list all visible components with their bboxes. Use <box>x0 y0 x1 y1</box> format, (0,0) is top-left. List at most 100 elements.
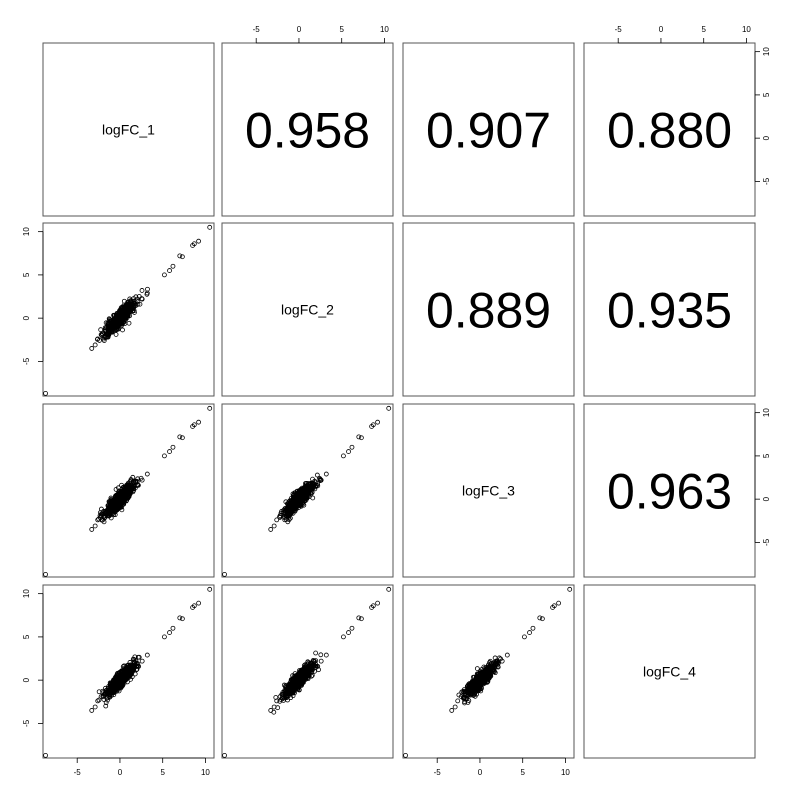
scatter-point <box>386 405 392 411</box>
right-y-axis-0: -5 0 5 10 <box>754 47 771 185</box>
scatter-point <box>288 503 294 509</box>
scatter-point <box>460 695 466 701</box>
panel-frame <box>402 42 575 217</box>
scatter-point <box>306 672 312 678</box>
scatter-point <box>101 697 107 702</box>
scatter-point <box>43 572 48 577</box>
scatter-point <box>190 424 196 429</box>
scatter-point <box>485 675 491 681</box>
top-x-axis-1: -5 0 5 10 <box>253 25 389 44</box>
scatter-point <box>268 527 274 532</box>
scatter-point <box>309 490 315 495</box>
scatter-point <box>452 704 458 710</box>
scatter-point <box>312 486 318 492</box>
scatter-point <box>275 705 281 711</box>
scatter-point <box>92 523 98 529</box>
tick-label: -5 <box>74 768 82 777</box>
scatter-point <box>139 288 145 293</box>
scatter-point <box>313 658 319 664</box>
scatter-point <box>102 333 107 339</box>
scatter-point <box>113 674 119 679</box>
correlation-value: 0.963 <box>607 464 732 520</box>
tick-label: 10 <box>22 589 31 598</box>
scatter-point <box>133 478 139 484</box>
scatter-point <box>282 517 288 523</box>
scatter-point <box>136 654 142 660</box>
scatter-point <box>298 674 304 680</box>
left-y-axis-1: -5 0 5 10 <box>22 227 44 365</box>
scatter-point <box>479 667 485 672</box>
scatter-point <box>110 502 116 508</box>
scatter-point <box>145 286 150 292</box>
panel-3-2 <box>402 584 575 759</box>
scatter-point <box>89 346 95 351</box>
scatter-point <box>527 630 532 635</box>
tick-label: 5 <box>520 768 525 777</box>
scatter-point <box>280 692 286 698</box>
scatter-point <box>103 703 109 709</box>
scatter-point <box>139 296 145 302</box>
scatter-point <box>179 435 185 441</box>
scatter-point <box>167 268 172 273</box>
panel-frame <box>221 403 394 578</box>
scatter-point <box>117 316 123 322</box>
scatter-point <box>102 327 108 333</box>
scatter-point <box>487 667 493 672</box>
scatter-point <box>346 630 351 635</box>
scatter-point <box>304 481 310 486</box>
scatter-point <box>312 659 318 664</box>
scatter-point <box>295 674 300 680</box>
scatter-point <box>110 689 116 695</box>
tick-label: 0 <box>762 496 771 501</box>
scatter-point <box>116 495 122 501</box>
scatter-point <box>170 625 176 631</box>
tick-label: 10 <box>22 227 31 236</box>
scatter-point <box>125 494 131 499</box>
scatter-point <box>313 650 319 656</box>
bottom-x-axis-0: -5 0 5 10 <box>74 757 210 777</box>
scatter-point <box>95 698 101 704</box>
scatter-point <box>462 689 468 695</box>
tick-label: 5 <box>339 25 344 34</box>
scatter-point <box>162 634 167 640</box>
scatter-point <box>162 453 167 459</box>
scatter-point <box>111 690 117 695</box>
scatter-point <box>273 695 279 700</box>
left-y-axis-3: -5 0 5 10 <box>22 589 44 727</box>
scatter-point <box>132 485 138 491</box>
scatter-point <box>207 405 213 411</box>
scatter-point <box>303 663 309 669</box>
scatter-point <box>137 301 143 307</box>
scatter-point <box>349 444 355 450</box>
scatter-point <box>126 320 132 326</box>
scatter-point <box>449 708 455 713</box>
scatter-point <box>103 685 108 691</box>
scatter-point <box>288 689 294 695</box>
scatter-point <box>106 691 112 697</box>
scatter-point <box>119 312 124 317</box>
tick-label: 0 <box>118 768 123 777</box>
scatter-point <box>288 501 294 507</box>
scatter-point <box>179 616 185 622</box>
scatter-point <box>111 512 117 518</box>
variable-label: logFC_4 <box>643 664 696 680</box>
scatter-point <box>129 674 135 680</box>
scatter-point <box>177 434 183 440</box>
scatter-point <box>316 667 321 673</box>
scatter-point <box>128 663 134 669</box>
scatter-point <box>486 672 492 678</box>
scatter-point <box>317 476 323 482</box>
scatter-point <box>309 486 315 492</box>
panel-0-2: 0.907 <box>402 42 575 217</box>
scatter-point <box>222 753 227 758</box>
scatter-point <box>177 615 183 621</box>
scatter-point <box>311 663 316 669</box>
tick-label: 0 <box>478 768 483 777</box>
tick-label: 0 <box>22 677 31 682</box>
scatter-point <box>346 449 351 454</box>
scatter-point <box>120 674 126 680</box>
scatter-point <box>144 471 150 477</box>
scatter-point <box>101 693 106 699</box>
tick-label: 5 <box>762 453 771 458</box>
